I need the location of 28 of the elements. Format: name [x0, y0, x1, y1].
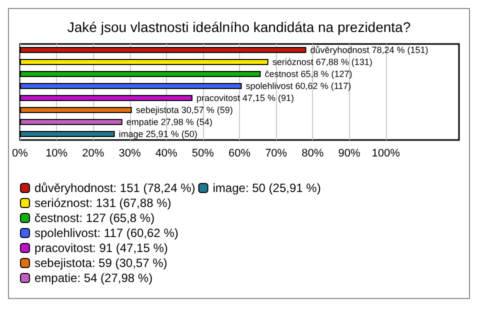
data-label: důvěryhodnost 78,24 % (151) — [310, 45, 428, 55]
data-label: spolehlivost 60,62 % (117) — [246, 81, 352, 91]
data-label: pracovitost 47,15 % (91) — [196, 93, 294, 103]
x-tick-label: 60% — [228, 148, 251, 160]
x-tick-label: 100% — [372, 148, 400, 160]
data-label: čestnost 65,8 % (127) — [264, 69, 352, 79]
x-tick-label: 80% — [302, 148, 324, 160]
x-tick-label: 10% — [46, 148, 68, 160]
data-label: empatie 27,98 % (54) — [126, 117, 212, 127]
legend-label: důvěryhodnost: 151 (78,24 %) — [34, 181, 196, 195]
x-tick-label: 70% — [265, 148, 288, 160]
x-tick-label: 20% — [82, 148, 104, 160]
x-tick-label: 0% — [12, 148, 28, 160]
data-label: image 25,91 % (50) — [118, 129, 198, 139]
legend-label: spolehlivost: 117 (60,62 %) — [34, 226, 178, 240]
legend-label: serióznost: 131 (67,88 %) — [34, 196, 172, 210]
legend-label: image: 50 (25,91 %) — [212, 181, 321, 195]
chart-title: Jaké jsou vlastnosti ideálního kandidáta na prezidenta? — [67, 19, 411, 35]
data-label: sebejistota 30,57 % (59) — [136, 105, 233, 115]
legend-label: pracovitost: 91 (47,15 %) — [34, 241, 168, 255]
legend-label: čestnost: 127 (65,8 %) — [34, 211, 155, 225]
legend-label: sebejistota: 59 (30,57 %) — [34, 256, 168, 270]
x-tick-label: 50% — [192, 148, 214, 160]
data-label: serióznost 67,88 % (131) — [272, 57, 372, 67]
x-tick-label: 90% — [338, 148, 360, 160]
legend-label: empatie: 54 (27,98 %) — [34, 271, 153, 285]
x-tick-label: 30% — [118, 148, 141, 160]
x-tick-label: 40% — [155, 148, 178, 160]
